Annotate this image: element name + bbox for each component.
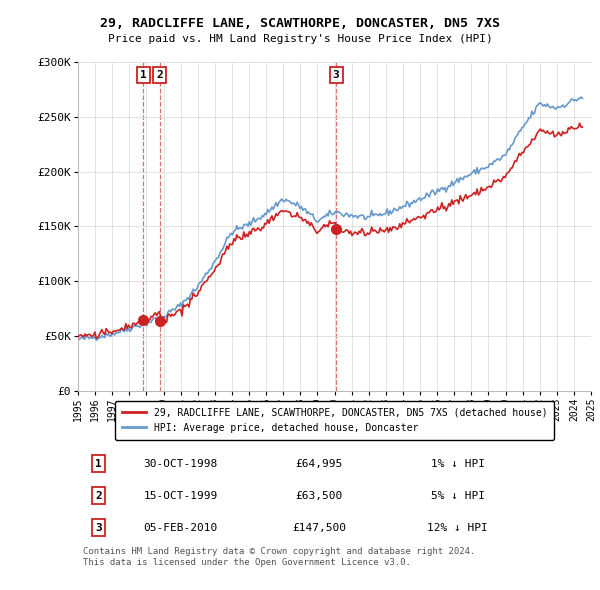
Text: 2: 2 — [95, 491, 102, 501]
Text: £63,500: £63,500 — [295, 491, 343, 501]
Text: 05-FEB-2010: 05-FEB-2010 — [143, 523, 218, 533]
Text: 1% ↓ HPI: 1% ↓ HPI — [431, 458, 485, 468]
Text: 30-OCT-1998: 30-OCT-1998 — [143, 458, 218, 468]
Text: 1: 1 — [140, 70, 147, 80]
Text: 29, RADCLIFFE LANE, SCAWTHORPE, DONCASTER, DN5 7XS: 29, RADCLIFFE LANE, SCAWTHORPE, DONCASTE… — [100, 17, 500, 30]
Text: 1: 1 — [95, 458, 102, 468]
Text: 15-OCT-1999: 15-OCT-1999 — [143, 491, 218, 501]
Text: 3: 3 — [95, 523, 102, 533]
Text: Price paid vs. HM Land Registry's House Price Index (HPI): Price paid vs. HM Land Registry's House … — [107, 34, 493, 44]
Text: Contains HM Land Registry data © Crown copyright and database right 2024.
This d: Contains HM Land Registry data © Crown c… — [83, 548, 476, 567]
Legend: 29, RADCLIFFE LANE, SCAWTHORPE, DONCASTER, DN5 7XS (detached house), HPI: Averag: 29, RADCLIFFE LANE, SCAWTHORPE, DONCASTE… — [115, 401, 554, 440]
Text: 12% ↓ HPI: 12% ↓ HPI — [427, 523, 488, 533]
Text: £147,500: £147,500 — [292, 523, 346, 533]
Text: 3: 3 — [333, 70, 340, 80]
Text: 2: 2 — [157, 70, 163, 80]
Text: 5% ↓ HPI: 5% ↓ HPI — [431, 491, 485, 501]
Text: £64,995: £64,995 — [295, 458, 343, 468]
